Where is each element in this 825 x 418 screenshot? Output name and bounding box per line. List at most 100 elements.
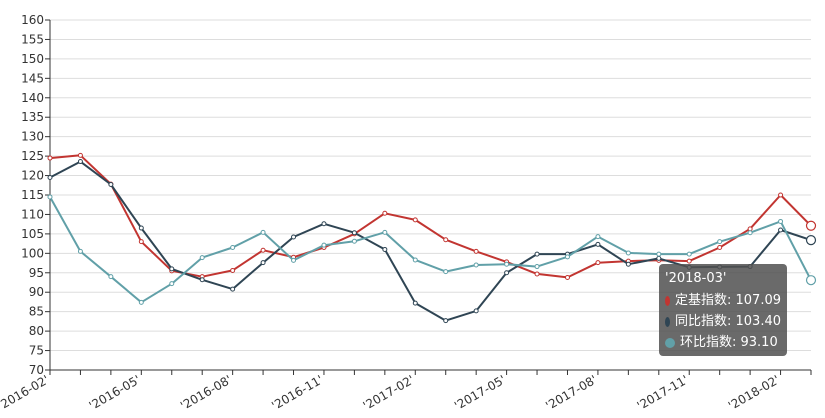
tooltip-label-huanbi: 环比指数: 93.10 <box>680 335 778 350</box>
data-point <box>625 250 631 256</box>
data-point <box>351 238 357 244</box>
data-point <box>321 221 327 227</box>
chart-tooltip: '2018-03' 定基指数: 107.09 同比指数: 103.40 环比指数… <box>659 264 787 356</box>
data-point <box>564 254 570 260</box>
data-point <box>412 217 418 223</box>
data-point <box>382 229 388 235</box>
y-tick-label: 80 <box>29 324 44 338</box>
data-point <box>625 261 631 267</box>
x-tick-label: '2018-02' <box>726 372 782 412</box>
data-point <box>412 257 418 263</box>
y-tick-label: 130 <box>21 130 44 144</box>
tooltip-dot-dingji <box>665 295 670 306</box>
data-point <box>77 152 83 158</box>
data-point <box>47 194 53 200</box>
data-point <box>747 230 753 236</box>
y-tick-label: 70 <box>29 363 44 377</box>
data-point <box>686 258 692 264</box>
series-line-0 <box>49 154 812 279</box>
data-point <box>169 281 175 287</box>
data-point <box>382 210 388 216</box>
data-point <box>717 245 723 250</box>
data-point <box>260 247 266 253</box>
data-point <box>169 266 175 272</box>
data-point <box>473 262 479 268</box>
data-point <box>138 299 144 305</box>
data-point <box>534 264 540 270</box>
data-point <box>595 260 601 266</box>
data-point <box>47 175 53 180</box>
x-tick-label: '2016-11' <box>269 372 325 412</box>
data-point <box>108 182 114 187</box>
data-point <box>382 246 388 252</box>
data-point <box>443 269 449 275</box>
data-point <box>230 286 236 292</box>
data-point <box>656 255 662 261</box>
data-point <box>412 300 418 306</box>
x-tick-label: '2017-02' <box>361 372 417 412</box>
data-point <box>199 277 205 283</box>
data-point <box>805 275 817 286</box>
tooltip-row-dingji: 定基指数: 107.09 <box>665 290 781 311</box>
data-point <box>534 251 540 257</box>
y-tick-label: 90 <box>29 285 44 299</box>
y-tick-label: 140 <box>21 91 44 105</box>
data-point <box>199 255 205 261</box>
data-point <box>230 245 236 250</box>
y-tick-label: 75 <box>29 344 44 358</box>
data-point <box>595 241 601 247</box>
tooltip-dot-huanbi <box>665 337 675 348</box>
data-point <box>778 192 784 198</box>
data-point <box>564 274 570 280</box>
data-point <box>805 235 817 246</box>
tooltip-label-dingji: 定基指数: 107.09 <box>675 293 781 308</box>
data-point <box>443 318 449 324</box>
data-point <box>686 251 692 257</box>
data-point <box>656 251 662 257</box>
data-point <box>473 248 479 254</box>
data-point <box>443 237 449 243</box>
data-point <box>504 261 510 267</box>
y-tick-label: 120 <box>21 169 44 183</box>
data-point <box>291 234 297 240</box>
series-line-2 <box>49 196 812 304</box>
x-tick-label: '2017-05' <box>452 372 508 412</box>
x-tick-label: '2017-08' <box>543 372 599 412</box>
y-tick-label: 100 <box>21 246 44 260</box>
data-point <box>717 239 723 245</box>
y-tick-label: 155 <box>21 32 44 46</box>
data-point <box>321 242 327 248</box>
data-point <box>291 257 297 263</box>
data-point <box>77 159 83 165</box>
data-point <box>504 270 510 276</box>
y-tick-label: 115 <box>21 188 44 202</box>
y-tick-label: 145 <box>21 71 44 85</box>
data-point <box>805 220 817 231</box>
tooltip-dot-tongbi <box>665 316 670 327</box>
tooltip-row-tongbi: 同比指数: 103.40 <box>665 311 781 332</box>
data-point <box>260 229 266 235</box>
data-point <box>230 267 236 273</box>
tooltip-row-huanbi: 环比指数: 93.10 <box>665 332 781 353</box>
y-tick-label: 135 <box>21 110 44 124</box>
data-point <box>473 308 479 314</box>
data-point <box>260 260 266 266</box>
tooltip-label-tongbi: 同比指数: 103.40 <box>675 314 781 329</box>
x-tick-label: '2016-02' <box>0 372 52 412</box>
y-tick-label: 85 <box>29 305 44 319</box>
data-point <box>77 248 83 254</box>
x-tick-label: '2016-05' <box>87 372 143 412</box>
data-point <box>138 225 144 231</box>
x-tick-label: '2016-08' <box>178 372 234 412</box>
tooltip-title: '2018-03' <box>665 271 727 286</box>
y-tick-label: 95 <box>29 266 44 280</box>
x-tick-label: '2017-11' <box>635 372 691 412</box>
data-point <box>138 239 144 245</box>
y-tick-label: 105 <box>21 227 44 241</box>
y-tick-label: 150 <box>21 52 44 66</box>
y-tick-label: 160 <box>21 13 44 27</box>
data-point <box>778 218 784 224</box>
data-point <box>778 227 784 233</box>
data-point <box>47 155 53 161</box>
